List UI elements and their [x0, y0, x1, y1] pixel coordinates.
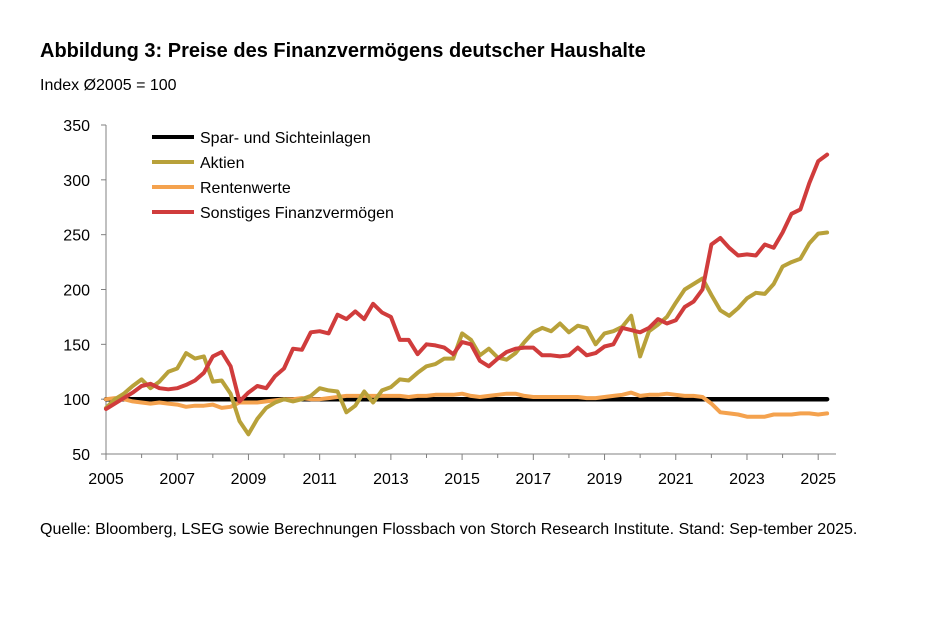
chart-legend: Spar- und Sichteinlagen Aktien Rentenwerte…: [152, 130, 394, 222]
x-tick-label: 2025: [800, 471, 836, 488]
source-note: Quelle: Bloomberg, LSEG sowie Berechnung…: [40, 521, 858, 538]
y-tick-label: 350: [63, 118, 90, 135]
x-tick-label: 2009: [231, 471, 267, 488]
x-tick-label: 2015: [444, 471, 480, 488]
chart-series-lines: [103, 152, 830, 437]
x-tick-label: 2023: [729, 471, 765, 488]
chart-axes: 50 100 150 200 250 300 350 2005 2007 2009 2011 2013…: [63, 118, 836, 488]
y-tick-label: 150: [63, 337, 90, 354]
legend-label: Spar- und Sichteinlagen: [200, 130, 371, 147]
series-line-rentenwerte: [104, 390, 830, 419]
x-tick-label: 2021: [658, 471, 694, 488]
y-tick-label: 200: [63, 283, 90, 300]
y-tick-label: 300: [63, 173, 90, 190]
y-tick-label: 50: [72, 447, 90, 464]
chart-title: Abbildung 3: Preise des Finanzvermögens …: [40, 40, 646, 62]
legend-label: Aktien: [200, 155, 244, 172]
x-tick-label: 2019: [587, 471, 623, 488]
x-tick-label: 2011: [302, 471, 337, 488]
x-tick-label: 2013: [373, 471, 409, 488]
line-chart: 50 100 150 200 250 300 350 2005 2007 2009 2011 2013…: [63, 118, 836, 488]
y-tick-label: 250: [63, 228, 90, 245]
series-line-sonstiges-finanzvermögen: [104, 152, 830, 411]
x-tick-label: 2005: [88, 471, 124, 488]
y-tick-label: 100: [63, 392, 90, 409]
legend-label: Rentenwerte: [200, 180, 291, 197]
legend-label: Sonstiges Finanzvermögen: [200, 205, 394, 222]
series-line-aktien: [104, 230, 830, 437]
x-tick-label: 2007: [159, 471, 195, 488]
x-tick-label: 2017: [516, 471, 552, 488]
chart-subtitle: Index Ø2005 = 100: [40, 77, 177, 94]
